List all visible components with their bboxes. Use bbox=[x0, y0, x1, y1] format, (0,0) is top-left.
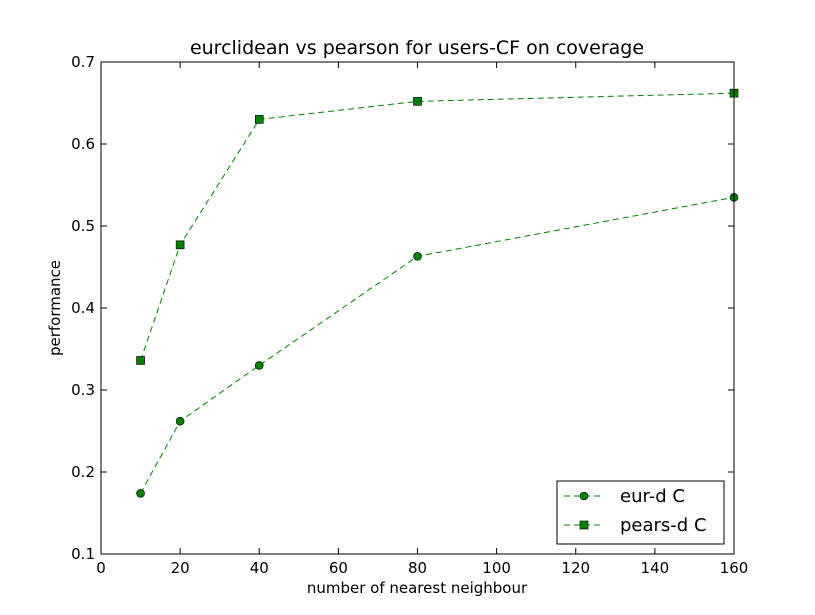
data-point bbox=[413, 252, 422, 261]
x-tick-label: 20 bbox=[171, 559, 190, 577]
y-tick-label: 0.4 bbox=[71, 299, 95, 317]
x-tick-label: 160 bbox=[720, 559, 749, 577]
legend: eur-d C pears-d C bbox=[556, 480, 725, 545]
data-point bbox=[175, 416, 185, 426]
data-point bbox=[413, 97, 422, 106]
data-point bbox=[136, 356, 145, 365]
data-point bbox=[175, 240, 185, 250]
x-tick-label: 60 bbox=[329, 559, 348, 577]
x-axis-label: number of nearest neighbour bbox=[307, 579, 528, 597]
legend-box bbox=[556, 480, 725, 545]
x-tick-label: 40 bbox=[250, 559, 269, 577]
y-tick-label: 0.6 bbox=[71, 135, 95, 153]
y-tick-label: 0.2 bbox=[71, 463, 95, 481]
legend-marker bbox=[579, 520, 589, 530]
y-tick-label: 0.1 bbox=[71, 545, 95, 563]
data-point bbox=[136, 489, 145, 498]
chart-title: eurclidean vs pearson for users-CF on co… bbox=[190, 37, 644, 59]
x-tick-label: 140 bbox=[641, 559, 670, 577]
y-tick-label: 0.7 bbox=[71, 53, 95, 71]
plot-area bbox=[101, 62, 734, 554]
legend-marker bbox=[579, 491, 589, 501]
series-eur-d-c bbox=[136, 193, 739, 498]
series-line bbox=[140, 196, 735, 494]
legend-label: pears-d C bbox=[620, 515, 707, 536]
y-axis-label: performance bbox=[46, 260, 64, 356]
legend-item: pears-d C bbox=[564, 515, 707, 536]
series-layer bbox=[136, 88, 739, 498]
axis-ticks: 0 20 40 60 80 100 120 140 160 0.1 0.2 0.3 0.4 0.5 0.6 0… bbox=[71, 53, 748, 577]
y-tick-label: 0.5 bbox=[71, 217, 95, 235]
legend-label: eur-d C bbox=[620, 486, 685, 507]
legend-item: eur-d C bbox=[564, 486, 685, 507]
x-tick-label: 120 bbox=[561, 559, 590, 577]
data-point bbox=[254, 361, 264, 370]
y-tick-label: 0.3 bbox=[71, 381, 95, 399]
plot-frame bbox=[100, 61, 735, 555]
x-tick-label: 0 bbox=[96, 559, 106, 577]
x-tick-label: 80 bbox=[408, 559, 427, 577]
x-tick-label: 100 bbox=[482, 559, 511, 577]
data-point bbox=[254, 115, 264, 124]
